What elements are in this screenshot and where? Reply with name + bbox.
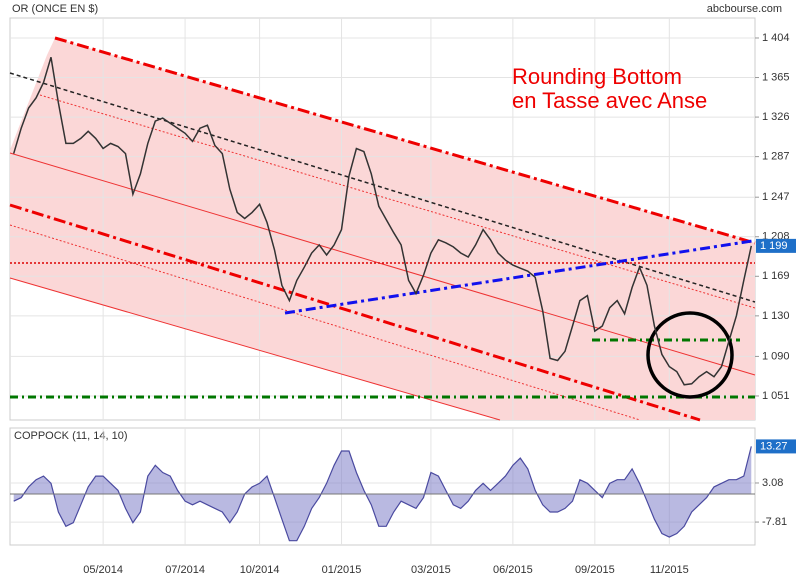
y-tick-label: 1 404 (762, 32, 790, 44)
x-tick-label: 01/2015 (322, 564, 362, 576)
annotation: Rounding Bottom (512, 64, 682, 89)
chart-title: OR (ONCE EN $) (12, 3, 98, 15)
dashed-line (9, 72, 756, 303)
x-tick-label: 05/2014 (83, 564, 123, 576)
channel-low (9, 203, 701, 422)
trendlines (9, 36, 756, 422)
y-tick-label: 1 287 (762, 151, 790, 163)
x-tick-label: 07/2014 (165, 564, 205, 576)
x-tick-label: 10/2014 (240, 564, 280, 576)
circle (646, 311, 734, 399)
indicator-title: COPPOCK (11, 14, 10) (14, 430, 128, 442)
y-tick-label: 1 130 (762, 310, 790, 322)
last-value-box (756, 439, 796, 454)
x-tick-label: 03/2015 (411, 564, 451, 576)
y-tick-label: 1 169 (762, 270, 790, 282)
last-value-label: 13.27 (760, 440, 788, 452)
indicator-plot (9, 427, 756, 546)
y-tick-label: -7.81 (762, 516, 787, 528)
y-tick-label: 1 051 (762, 390, 790, 402)
annotation: en Tasse avec Anse (512, 88, 707, 113)
last-value-box (756, 238, 796, 253)
y-tick-label: 1 090 (762, 350, 790, 362)
grid (10, 18, 755, 420)
y-tick-label: 1 326 (762, 111, 790, 123)
dotted-line (39, 94, 756, 309)
x-tick-label: 09/2015 (575, 564, 615, 576)
price-line (12, 56, 753, 386)
source: abcbourse.com (707, 3, 782, 15)
y-tick-label: 1 365 (762, 71, 790, 83)
area-line (13, 446, 752, 542)
x-tick-label: 11/2015 (650, 564, 689, 576)
last-value-label: 1 199 (760, 240, 788, 252)
channel-top (54, 36, 756, 245)
y-tick-label: 3.08 (762, 477, 783, 489)
y-tick-label: 1 247 (762, 191, 790, 203)
blue-trend (284, 239, 753, 315)
dotted-line (9, 224, 641, 421)
x-tick-label: 06/2015 (493, 564, 533, 576)
